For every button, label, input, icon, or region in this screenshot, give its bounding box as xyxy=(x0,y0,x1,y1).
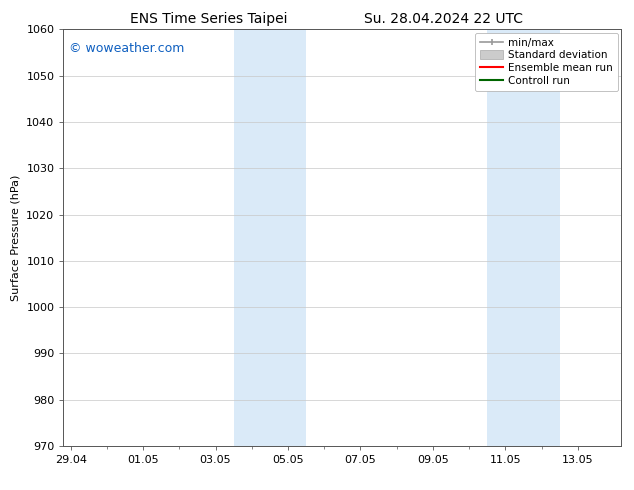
Y-axis label: Surface Pressure (hPa): Surface Pressure (hPa) xyxy=(11,174,21,301)
Legend: min/max, Standard deviation, Ensemble mean run, Controll run: min/max, Standard deviation, Ensemble me… xyxy=(475,32,618,91)
Bar xyxy=(488,29,560,446)
Text: Su. 28.04.2024 22 UTC: Su. 28.04.2024 22 UTC xyxy=(365,12,523,26)
Text: © woweather.com: © woweather.com xyxy=(69,42,184,55)
Text: ENS Time Series Taipei: ENS Time Series Taipei xyxy=(131,12,288,26)
Bar xyxy=(234,29,306,446)
